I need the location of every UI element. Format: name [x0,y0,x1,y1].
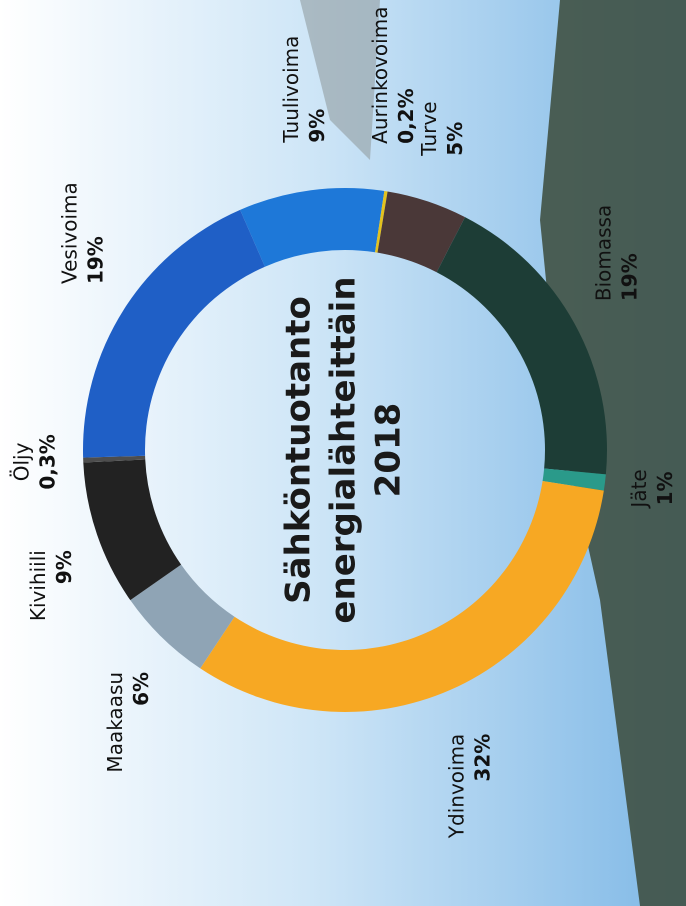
donut-segment [83,455,146,463]
rotated-content: Sähköntuotanto energialähteittäin 2018 T… [10,7,677,840]
donut-segment [436,217,607,475]
chart-title-line: energialähteittäin [324,276,364,623]
segment-label: Turve [417,101,441,156]
segment-label: Vesivoima [58,182,82,284]
donut-segment [240,188,385,267]
segment-label: Kivihiili [26,550,50,621]
segment-value-label: 32% [470,734,494,782]
donut-segment [377,191,466,273]
chart-title-line: Sähköntuotanto [279,296,319,604]
segment-label: Aurinkovoima [368,7,392,144]
segment-label: Ydinvoima [444,734,468,840]
segment-value-label: 1% [653,471,677,505]
donut-segment [83,459,182,601]
segment-value-label: 9% [305,109,329,143]
segment-value-label: 0,2% [394,88,418,143]
donut-segment [83,209,265,458]
donut-segment [200,480,604,712]
segment-label: Tuulivoima [279,36,303,144]
segment-value-label: 6% [129,672,153,706]
segment-value-label: 9% [52,550,76,584]
donut-segment [542,468,606,491]
chart-title-line: 2018 [369,403,409,498]
donut-segment [130,564,235,669]
rock [300,0,380,160]
donut-segment [375,190,388,253]
segment-value-label: 19% [617,253,641,301]
segment-label: Öljy [10,442,34,481]
forest [540,0,686,906]
segment-label: Jäte [627,469,651,509]
segment-value-label: 0,3% [36,434,60,489]
segment-value-label: 19% [84,236,108,284]
segment-value-label: 5% [443,122,467,156]
segment-label: Maakaasu [103,672,127,773]
segment-label: Biomassa [591,205,615,301]
